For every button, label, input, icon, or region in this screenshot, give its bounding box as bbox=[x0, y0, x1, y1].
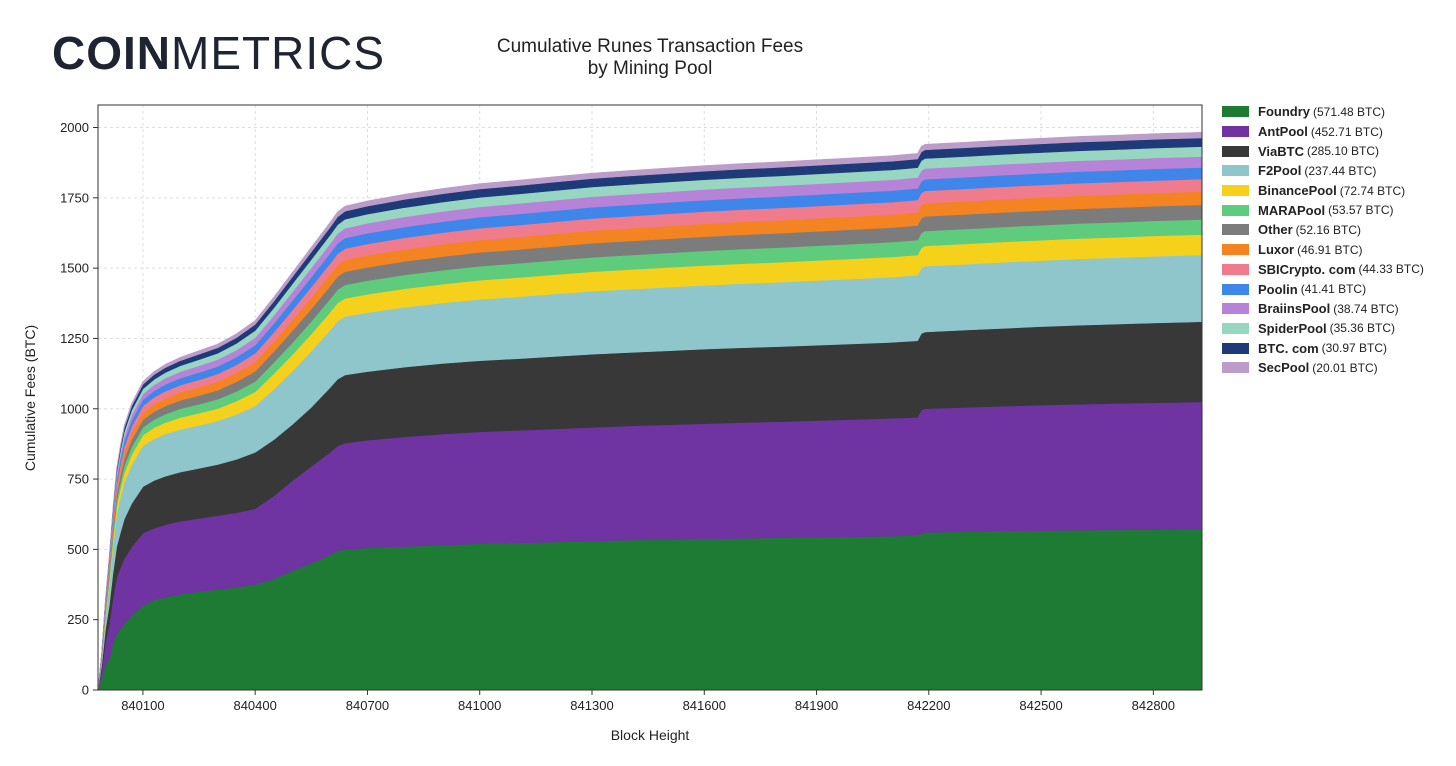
tick-layer: 840100 840400 840700 841000 841300 841600 8419… bbox=[60, 120, 1175, 713]
legend-swatch bbox=[1222, 244, 1249, 256]
legend-label: SecPool bbox=[1258, 360, 1310, 376]
y-tick-label: 750 bbox=[67, 472, 89, 487]
x-tick-label: 840400 bbox=[233, 698, 276, 713]
legend-label: Foundry bbox=[1258, 104, 1310, 120]
legend-item: MARAPool (53.57 BTC) bbox=[1222, 200, 1452, 220]
legend-label: BraiinsPool bbox=[1258, 301, 1331, 317]
legend-swatch bbox=[1222, 126, 1249, 138]
legend-label: BTC. com bbox=[1258, 340, 1319, 356]
legend-value: (20.01 BTC) bbox=[1312, 360, 1378, 375]
legend-value: (53.57 BTC) bbox=[1328, 203, 1394, 218]
legend-swatch bbox=[1222, 362, 1249, 374]
legend-value: (52.16 BTC) bbox=[1295, 222, 1362, 237]
legend-label: BinancePool bbox=[1258, 183, 1337, 199]
logo-light-text: METRICS bbox=[171, 27, 385, 79]
y-tick-label: 1750 bbox=[60, 190, 89, 205]
chart-title-block: Cumulative Runes Transaction Fees by Min… bbox=[450, 36, 850, 80]
legend-item: BraiinsPool (38.74 BTC) bbox=[1222, 299, 1452, 319]
legend-swatch bbox=[1222, 283, 1249, 295]
chart-title: Cumulative Runes Transaction Fees bbox=[496, 36, 804, 57]
legend-item: SecPool (20.01 BTC) bbox=[1222, 358, 1452, 378]
logo-bold-text: COIN bbox=[52, 27, 171, 79]
legend-value: (72.74 BTC) bbox=[1339, 183, 1406, 198]
legend-swatch bbox=[1222, 342, 1249, 354]
legend-value: (41.41 BTC) bbox=[1300, 282, 1367, 297]
legend-item: Foundry (571.48 BTC) bbox=[1222, 102, 1452, 122]
chart-subtitle: by Mining Pool bbox=[587, 58, 713, 79]
y-tick-label: 1000 bbox=[60, 401, 89, 416]
area-layer bbox=[97, 131, 1203, 691]
y-tick-label: 1250 bbox=[60, 331, 89, 346]
x-tick-label: 841000 bbox=[458, 698, 501, 713]
legend-label: Other bbox=[1258, 222, 1293, 238]
plot-frame bbox=[97, 104, 1203, 691]
legend-item: F2Pool (237.44 BTC) bbox=[1222, 161, 1452, 181]
legend-label: Poolin bbox=[1258, 281, 1298, 297]
legend-item: Poolin (41.41 BTC) bbox=[1222, 279, 1452, 299]
x-tick-label: 842500 bbox=[1019, 698, 1062, 713]
legend-label: SpiderPool bbox=[1258, 320, 1327, 336]
legend-item: BinancePool (72.74 BTC) bbox=[1222, 181, 1452, 201]
legend-item: Other (52.16 BTC) bbox=[1222, 220, 1452, 240]
legend-swatch bbox=[1222, 303, 1249, 315]
y-tick-label: 250 bbox=[67, 612, 89, 627]
legend-label: SBICrypto. com bbox=[1258, 261, 1356, 277]
legend-label: AntPool bbox=[1258, 124, 1308, 140]
legend-value: (237.44 BTC) bbox=[1304, 163, 1377, 178]
legend-swatch bbox=[1222, 322, 1249, 334]
x-tick-label: 840100 bbox=[121, 698, 164, 713]
legend-item: Luxor (46.91 BTC) bbox=[1222, 240, 1452, 260]
legend-swatch bbox=[1222, 185, 1249, 197]
x-tick-label: 840700 bbox=[346, 698, 389, 713]
legend-value: (44.33 BTC) bbox=[1358, 262, 1424, 277]
legend-item: SpiderPool (35.36 BTC) bbox=[1222, 319, 1452, 339]
legend-item: SBICrypto. com (44.33 BTC) bbox=[1222, 260, 1452, 280]
legend-value: (285.10 BTC) bbox=[1307, 144, 1380, 159]
legend-value: (46.91 BTC) bbox=[1297, 242, 1363, 257]
legend-label: Luxor bbox=[1258, 242, 1295, 258]
coinmetrics-logo: COINMETRICS bbox=[52, 30, 385, 76]
legend-value: (30.97 BTC) bbox=[1321, 341, 1388, 356]
legend-swatch bbox=[1222, 106, 1249, 118]
y-axis-label: Cumulative Fees (BTC) bbox=[22, 324, 38, 472]
legend-swatch bbox=[1222, 165, 1249, 177]
x-axis-label: Block Height bbox=[610, 727, 690, 743]
legend-item: ViaBTC (285.10 BTC) bbox=[1222, 141, 1452, 161]
legend-item: BTC. com (30.97 BTC) bbox=[1222, 338, 1452, 358]
x-tick-label: 841300 bbox=[570, 698, 613, 713]
x-tick-label: 842800 bbox=[1132, 698, 1175, 713]
y-tick-label: 500 bbox=[67, 542, 89, 557]
legend-value: (38.74 BTC) bbox=[1333, 301, 1399, 316]
legend-swatch bbox=[1222, 263, 1249, 275]
y-tick-label: 2000 bbox=[60, 120, 89, 135]
legend-value: (452.71 BTC) bbox=[1310, 124, 1383, 139]
legend-swatch bbox=[1222, 145, 1249, 157]
x-tick-label: 842200 bbox=[907, 698, 950, 713]
legend-item: AntPool (452.71 BTC) bbox=[1222, 122, 1452, 142]
y-tick-label: 0 bbox=[82, 683, 89, 698]
legend-value: (35.36 BTC) bbox=[1329, 321, 1395, 336]
legend-swatch bbox=[1222, 204, 1249, 216]
legend: Foundry (571.48 BTC) AntPool (452.71 BTC) Vi… bbox=[1222, 102, 1452, 378]
legend-label: MARAPool bbox=[1258, 202, 1326, 218]
legend-label: F2Pool bbox=[1258, 163, 1302, 179]
legend-swatch bbox=[1222, 224, 1249, 236]
x-tick-label: 841900 bbox=[795, 698, 838, 713]
legend-value: (571.48 BTC) bbox=[1313, 104, 1386, 119]
x-tick-label: 841600 bbox=[683, 698, 726, 713]
legend-label: ViaBTC bbox=[1258, 143, 1304, 159]
y-tick-label: 1500 bbox=[60, 261, 89, 276]
